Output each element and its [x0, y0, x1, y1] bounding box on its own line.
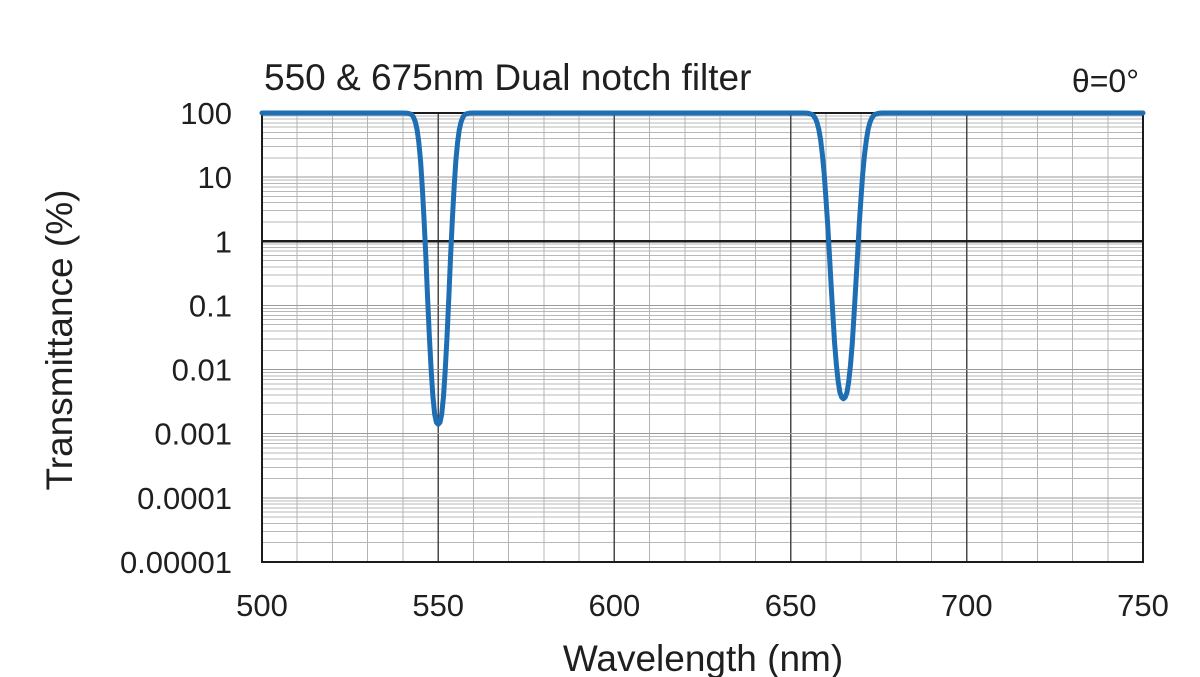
grid: [262, 113, 1143, 562]
y-tick-label-0.01: 0.01: [172, 353, 232, 388]
y-tick-label-10: 10: [198, 160, 232, 195]
x-tick-label-550: 550: [412, 588, 464, 623]
y-axis-title: Transmittance (%): [39, 190, 80, 491]
x-tick-label-750: 750: [1117, 588, 1169, 623]
chart-title: 550 & 675nm Dual notch filter: [264, 57, 751, 98]
y-tick-label-0.001: 0.001: [154, 417, 232, 452]
x-axis-title: Wavelength (nm): [563, 638, 843, 677]
theta-annotation: θ=0°: [1072, 63, 1139, 99]
y-tick-label-100: 100: [180, 96, 232, 131]
y-tick-label-0.00001: 0.00001: [120, 545, 232, 580]
y-tick-label-0.1: 0.1: [189, 288, 232, 323]
y-tick-label-1: 1: [215, 224, 232, 259]
x-tick-labels: 500 550 600 650 700 750: [236, 588, 1169, 623]
x-tick-label-600: 600: [589, 588, 641, 623]
x-tick-label-650: 650: [765, 588, 817, 623]
x-tick-label-500: 500: [236, 588, 288, 623]
x-tick-label-700: 700: [941, 588, 993, 623]
y-tick-labels: 100 10 1 0.1 0.01 0.001 0.0001 0.00001: [120, 96, 232, 580]
y-tick-label-0.0001: 0.0001: [137, 481, 232, 516]
transmittance-curve: [259, 110, 1146, 427]
